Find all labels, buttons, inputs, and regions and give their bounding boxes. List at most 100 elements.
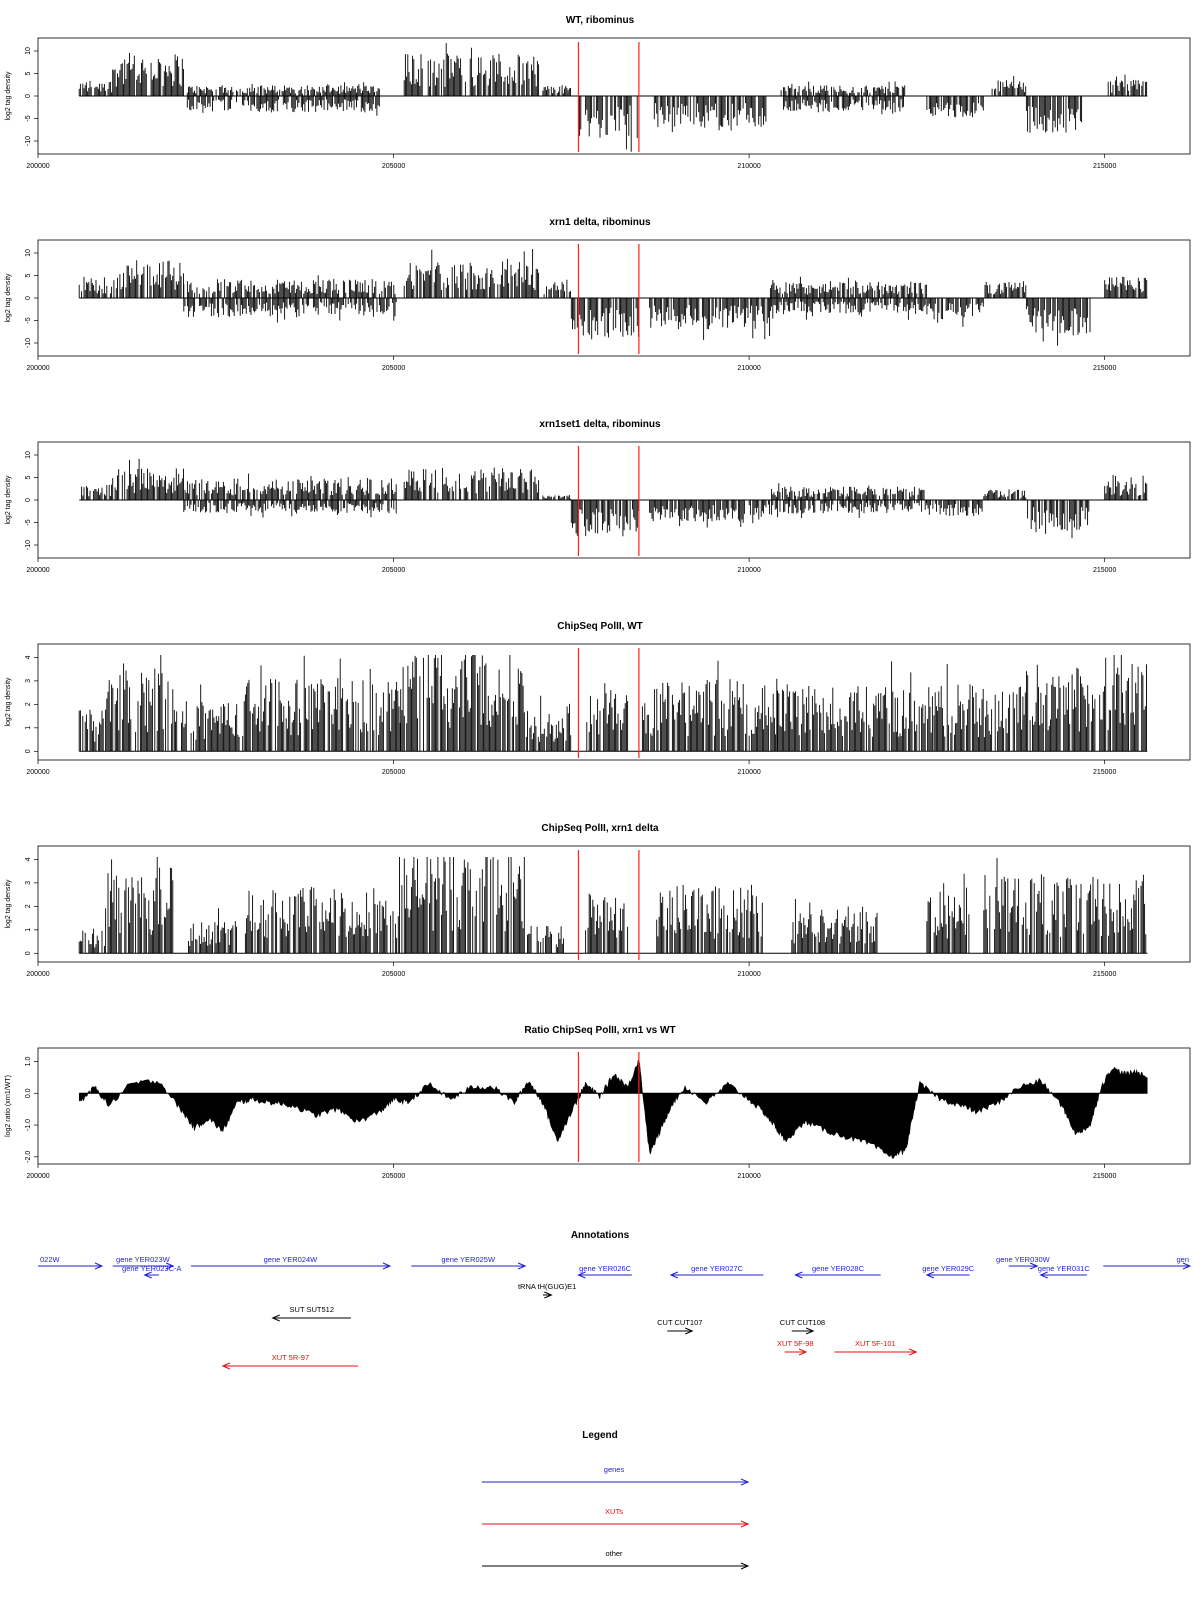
x-tick-label: 210000: [737, 163, 760, 170]
x-tick-label: 210000: [737, 769, 760, 776]
gene-label: gene YER027C: [691, 1264, 744, 1273]
gene-arrow-arrowhead: [382, 1262, 392, 1270]
legend-title: Legend: [582, 1430, 618, 1441]
y-axis-label: log2 tag density: [5, 71, 12, 121]
y-tick-label: -10: [25, 540, 32, 550]
track-panel: ChipSeq PolII, WT log2 tag density 4 3 2 1 0 20…: [5, 621, 1191, 776]
y-tick-label: 1: [25, 928, 32, 932]
y-tick-label: 3: [25, 679, 32, 683]
y-tick-label: -1.0: [25, 1119, 32, 1131]
y-tick-label: 10: [25, 451, 32, 459]
other-annotation: SUT SUT512: [271, 1305, 351, 1322]
y-tick-label: -5: [25, 519, 32, 525]
ratio-area: [78, 1059, 1148, 1159]
y-tick-label: 0: [25, 951, 32, 955]
x-tick-label: 215000: [1093, 567, 1116, 574]
other-label: CUT CUT107: [657, 1318, 702, 1327]
plot-frame: [37, 845, 1191, 963]
y-axis-label: log2 tag density: [5, 879, 12, 929]
legend-item: other: [482, 1549, 750, 1570]
gene-annotation: 022W: [38, 1255, 104, 1270]
density-bars: [78, 655, 1147, 752]
track-panel: xrn1 delta, ribominus log2 tag density 10 5…: [5, 217, 1191, 372]
gene-annotation: gene YER029C: [922, 1264, 975, 1279]
x-tick-label: 205000: [382, 769, 405, 776]
gene-arrow-arrowhead: [577, 1271, 586, 1279]
other-label: SUT SUT512: [290, 1305, 334, 1314]
panel-title: ChipSeq PolII, WT: [557, 621, 643, 632]
gene-label: gene YER028C: [812, 1264, 865, 1273]
panel-title: xrn1set1 delta, ribominus: [539, 419, 661, 430]
x-tick-label: 210000: [737, 971, 760, 978]
track-panel: ChipSeq PolII, xrn1 delta log2 tag densit…: [5, 823, 1191, 978]
y-tick-label: 5: [25, 71, 32, 75]
legend-label: XUTs: [605, 1507, 623, 1516]
y-tick-label: 0: [25, 94, 32, 98]
y-tick-label: 0.0: [25, 1088, 32, 1098]
xut-arrow-arrowhead: [221, 1362, 231, 1370]
x-tick-label: 205000: [382, 567, 405, 574]
xut-arrow-arrowhead: [798, 1348, 808, 1356]
density-bars: [78, 249, 1148, 346]
legend-item: XUTs: [482, 1507, 750, 1528]
gene-annotation: gene YER023W: [112, 1255, 175, 1270]
gene-label: gen: [1176, 1255, 1189, 1264]
xut-label: XUT 5R-97: [272, 1353, 309, 1362]
density-bars: [81, 458, 1148, 539]
gene-arrow-arrowhead: [669, 1271, 679, 1279]
y-tick-label: 10: [25, 47, 32, 55]
gene-annotation: gen: [1103, 1255, 1192, 1270]
y-tick-label: 5: [25, 273, 32, 277]
y-axis-label: log2 tag density: [5, 677, 12, 727]
other-arrow-arrowhead: [805, 1327, 815, 1335]
gene-annotation: gene YER026C: [577, 1264, 632, 1279]
gene-annotation: gene YER025W: [411, 1255, 527, 1270]
y-tick-label: 5: [25, 475, 32, 479]
gene-arrow-arrowhead: [143, 1271, 152, 1279]
gene-annotation: gene YER031C: [1038, 1264, 1090, 1279]
x-tick-label: 210000: [737, 365, 760, 372]
xut-label: XUT 5F-98: [777, 1339, 814, 1348]
gene-annotation: gene YER030W: [996, 1255, 1051, 1270]
plot-frame: [37, 643, 1191, 761]
x-tick-label: 205000: [382, 971, 405, 978]
x-tick-label: 210000: [737, 1173, 760, 1180]
y-tick-label: 1.0: [25, 1057, 32, 1067]
track-panel: WT, ribominus log2 tag density 10 5 0 -5 -10 20…: [5, 15, 1191, 170]
track-panel: xrn1set1 delta, ribominus log2 tag densit…: [5, 419, 1191, 574]
gene-annotation: gene YER023C-A: [122, 1264, 182, 1279]
x-tick-label: 200000: [26, 365, 49, 372]
other-label: tRNA tH(GUG)E1: [518, 1282, 576, 1291]
legend-items: genes XUTs other: [482, 1465, 750, 1570]
x-tick-label: 215000: [1093, 971, 1116, 978]
gene-arrow-arrowhead: [1039, 1271, 1048, 1279]
legend-arrowhead: [740, 1478, 750, 1486]
x-tick-label: 215000: [1093, 163, 1116, 170]
x-tick-label: 215000: [1093, 769, 1116, 776]
gene-label: gene YER025W: [441, 1255, 496, 1264]
legend-arrowhead: [740, 1562, 750, 1570]
xut-annotation: XUT 5F-98: [777, 1339, 814, 1356]
other-arrow-arrowhead: [685, 1327, 694, 1335]
x-tick-label: 215000: [1093, 365, 1116, 372]
legend-label: genes: [604, 1465, 625, 1474]
y-axis-label: log2 tag density: [5, 475, 12, 525]
y-tick-label: 1: [25, 726, 32, 730]
x-tick-label: 210000: [737, 567, 760, 574]
y-tick-label: 4: [25, 857, 32, 861]
y-tick-label: -5: [25, 317, 32, 323]
gene-label: gene YER029C: [922, 1264, 975, 1273]
gene-label: gene YER026C: [579, 1264, 632, 1273]
y-tick-label: -5: [25, 115, 32, 121]
xut-annotation: XUT 5F-101: [834, 1339, 918, 1356]
y-tick-label: -2.0: [25, 1151, 32, 1163]
y-tick-label: 0: [25, 498, 32, 502]
gene-arrow-arrowhead: [517, 1262, 527, 1270]
y-tick-label: 2: [25, 702, 32, 706]
gene-arrow-arrowhead: [925, 1271, 935, 1279]
x-tick-label: 215000: [1093, 1173, 1116, 1180]
panel-title: Ratio ChipSeq PolII, xrn1 vs WT: [524, 1025, 675, 1036]
